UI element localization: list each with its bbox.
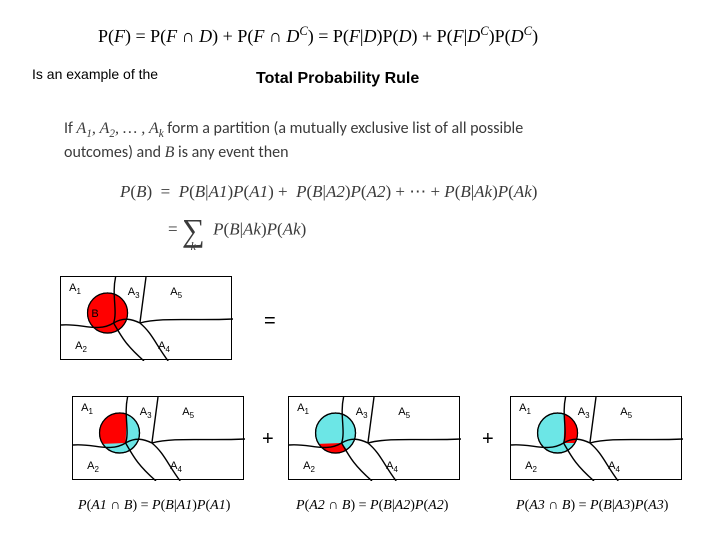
svg-text:A3: A3 bbox=[578, 406, 590, 420]
sum-lead: = bbox=[168, 220, 182, 239]
rule-description: If A1, A2, … , Ak form a partition (a mu… bbox=[64, 118, 624, 164]
bottom-equation-1: P(A1 ∩ B) = P(B|A1)P(A1) bbox=[78, 498, 230, 514]
svg-text:A2: A2 bbox=[525, 460, 537, 474]
svg-text:A5: A5 bbox=[182, 406, 194, 420]
partition-diagram-a1: A1 A2 A3 A4 A5 bbox=[72, 396, 244, 480]
bottom-equation-2: P(A2 ∩ B) = P(B|A2)P(A2) bbox=[296, 498, 448, 514]
svg-text:A4: A4 bbox=[170, 460, 182, 474]
svg-text:A2: A2 bbox=[75, 340, 87, 354]
intro-text: Is an example of the bbox=[32, 66, 158, 82]
svg-text:A1: A1 bbox=[81, 402, 93, 416]
svg-text:A3: A3 bbox=[128, 286, 140, 300]
svg-text:A5: A5 bbox=[170, 286, 182, 300]
svg-text:A5: A5 bbox=[398, 406, 410, 420]
page-title: Total Probability Rule bbox=[256, 70, 419, 88]
plus-sign-2: + bbox=[482, 428, 494, 451]
partition-diagram-a3: A1 A2 A3 A4 A5 bbox=[510, 396, 682, 480]
equation-expanded: P(B) = P(B|A1)P(A1) + P(B|A2)P(A2) + ⋯ +… bbox=[120, 182, 537, 202]
svg-text:A2: A2 bbox=[303, 460, 315, 474]
sum-index: k bbox=[191, 239, 196, 254]
svg-text:A1: A1 bbox=[519, 402, 531, 416]
plus-sign-1: + bbox=[262, 428, 274, 451]
partition-diagram-main: A1 A2 A3 A4 A5 B bbox=[60, 276, 232, 360]
svg-text:A3: A3 bbox=[140, 406, 152, 420]
equation-summation: = ∑ k P(B|Ak)P(Ak) bbox=[168, 218, 306, 244]
rule-rest: form a partition (a mutually exclusive l… bbox=[164, 119, 524, 138]
top-equation: P(F) = P(F ∩ D) + P(F ∩ DC) = P(F|D)P(D)… bbox=[98, 24, 538, 47]
svg-text:B: B bbox=[91, 308, 98, 320]
partition-diagram-a2: A1 A2 A3 A4 A5 bbox=[288, 396, 460, 480]
svg-text:A5: A5 bbox=[620, 406, 632, 420]
sigma-icon: ∑ k bbox=[182, 218, 205, 244]
svg-text:A1: A1 bbox=[297, 402, 309, 416]
bottom-equation-3: P(A3 ∩ B) = P(B|A3)P(A3) bbox=[516, 498, 668, 514]
rule-prefix: If bbox=[64, 119, 77, 138]
svg-text:A4: A4 bbox=[158, 340, 170, 354]
svg-text:A1: A1 bbox=[69, 282, 81, 296]
svg-text:A4: A4 bbox=[386, 460, 398, 474]
svg-text:A4: A4 bbox=[608, 460, 620, 474]
svg-text:A2: A2 bbox=[87, 460, 99, 474]
svg-text:A3: A3 bbox=[356, 406, 368, 420]
equals-sign: = bbox=[264, 310, 276, 333]
rule-line2: outcomes) and B is any event then bbox=[64, 143, 289, 162]
